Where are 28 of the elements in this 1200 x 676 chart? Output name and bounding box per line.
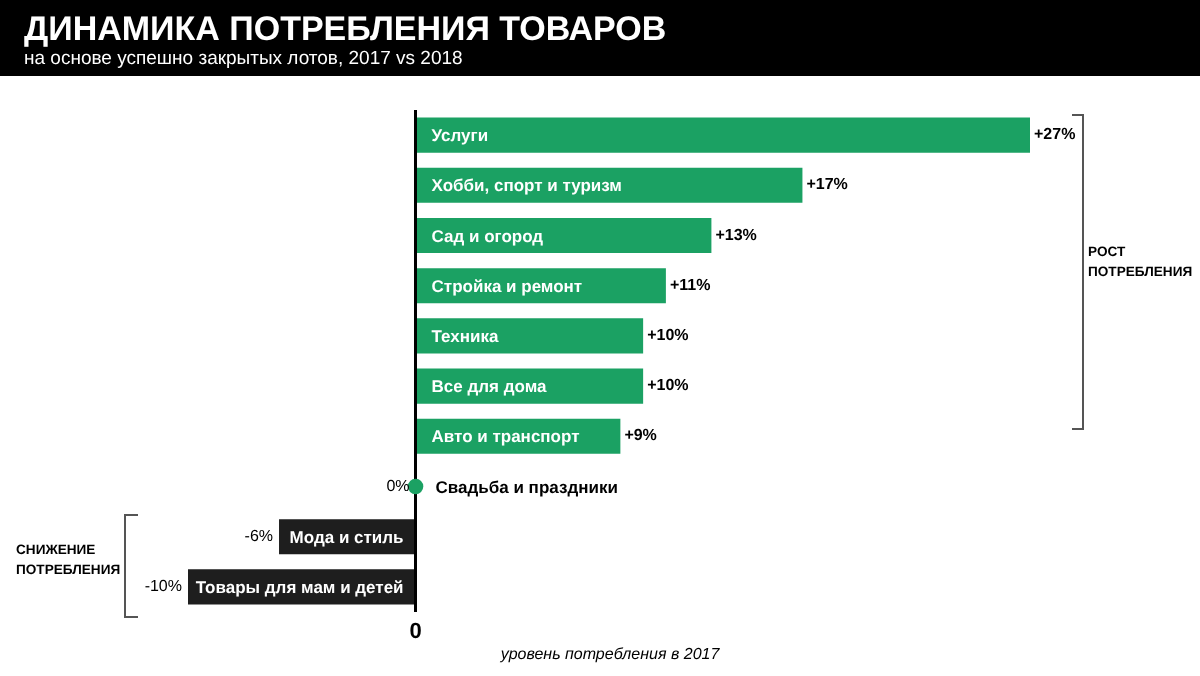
y-tick-label: Товары для мам и детей	[195, 576, 404, 597]
data-label: -6%	[244, 526, 274, 545]
bar	[415, 318, 644, 354]
y-tick-label: Авто и транспорт	[431, 426, 580, 447]
data-label: +10%	[647, 325, 689, 344]
data-label: +11%	[669, 275, 711, 294]
text: 0	[409, 620, 422, 644]
y-tick-label: Все для дома	[431, 376, 548, 397]
bar	[415, 167, 803, 203]
y-tick-label: Мода и стиль	[289, 526, 404, 547]
y-tick-label: Услуги	[431, 125, 489, 146]
data-label: +17%	[806, 175, 848, 194]
data-label: +9%	[624, 426, 657, 445]
y-tick-label: Стройка и ремонт	[431, 275, 583, 296]
x-axis-title: уровень потребления в 2017	[498, 645, 721, 663]
y-tick-label: Свадьба и праздники	[435, 476, 618, 497]
data-label: +27%	[1034, 125, 1076, 144]
y-tick-label: Сад и огород	[431, 225, 545, 246]
data-label: 0%	[386, 476, 410, 495]
data-label: +10%	[647, 376, 689, 395]
data-label: +13%	[715, 225, 757, 244]
bar	[415, 217, 712, 254]
y-tick-label: Хобби, спорт и туризм	[431, 175, 622, 196]
data-label: -10%	[144, 576, 182, 595]
chart-title: ДИНАМИКА ПОТРЕБЛЕНИЯ ТОВАРОВ	[24, 10, 667, 50]
y-tick-label: Техника	[431, 325, 500, 346]
chart-subtitle: на основе успешно закрытых лотов, 2017 vs 2018	[24, 48, 463, 70]
bar	[415, 117, 1030, 153]
